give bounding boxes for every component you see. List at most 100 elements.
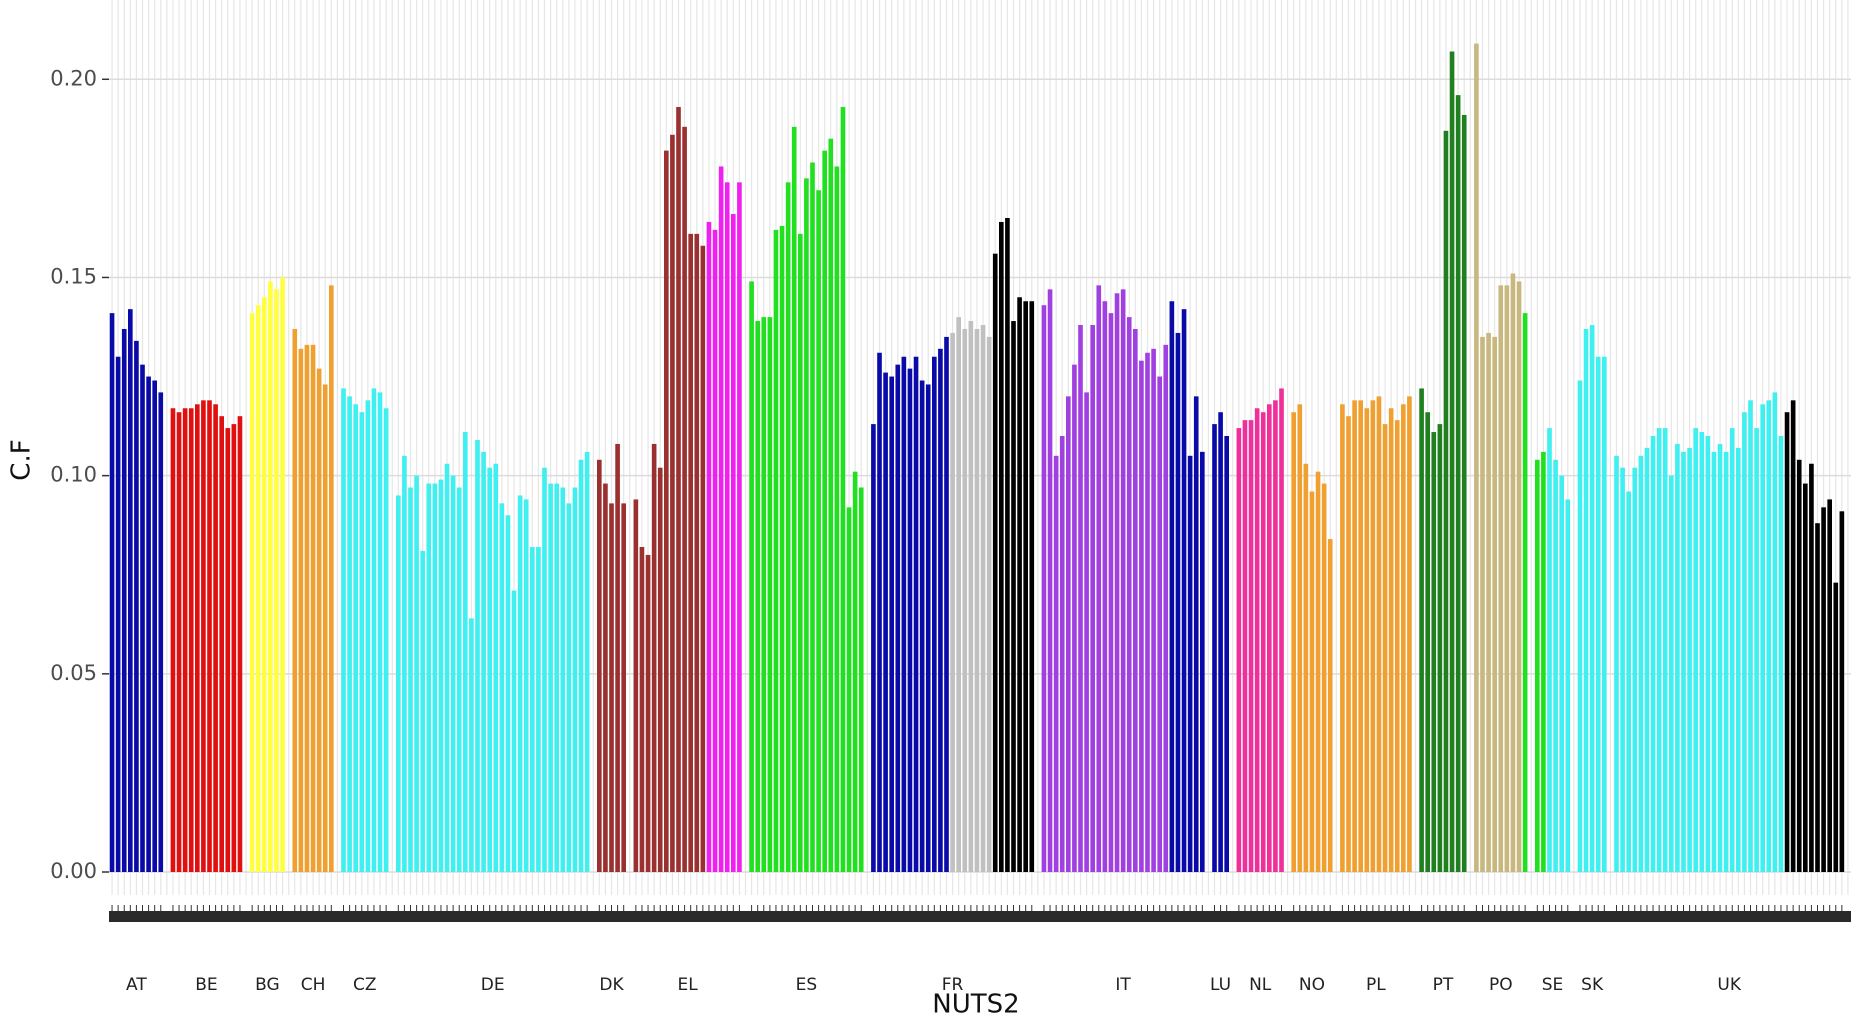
bar [444, 463, 450, 872]
bar [895, 364, 901, 872]
bar [1114, 293, 1120, 872]
bar [1687, 447, 1692, 872]
bar [475, 439, 480, 872]
bar [1090, 325, 1095, 872]
bar [785, 182, 791, 872]
bar [724, 182, 730, 872]
bar [852, 471, 858, 872]
bar [140, 364, 145, 872]
bar [1766, 400, 1772, 872]
bar [645, 554, 651, 872]
bar [572, 487, 578, 872]
bar [255, 305, 261, 872]
y-tick-label: 0.15 [50, 264, 97, 288]
bar [1096, 285, 1102, 872]
bar [1577, 380, 1583, 872]
bar [932, 356, 937, 872]
bar [664, 150, 669, 873]
bar [1139, 360, 1144, 872]
bar [341, 388, 346, 872]
bar [530, 546, 535, 872]
bar [1175, 332, 1181, 873]
bar [316, 368, 322, 872]
bar [237, 416, 243, 872]
bar [1754, 428, 1759, 872]
bar [1407, 396, 1412, 872]
bar [1102, 301, 1108, 873]
bar [383, 408, 389, 872]
bar [1193, 396, 1199, 872]
bar [1760, 404, 1765, 872]
bar [834, 166, 840, 873]
country-label: PT [1433, 975, 1454, 995]
bar [670, 134, 675, 872]
bar [1516, 281, 1522, 872]
bar [329, 285, 334, 872]
bar [292, 328, 298, 872]
bar [999, 221, 1004, 873]
bar [615, 443, 620, 872]
bar [907, 368, 913, 872]
y-tick-label: 0.00 [50, 859, 97, 883]
bar [158, 392, 164, 872]
bar [1626, 491, 1631, 872]
bar [456, 487, 462, 872]
bar [925, 384, 931, 872]
bar [1200, 451, 1205, 872]
bar [274, 289, 279, 872]
bar [1248, 420, 1254, 872]
bar [1595, 356, 1601, 872]
bar [761, 317, 767, 872]
bar [1699, 432, 1705, 872]
bar [1827, 499, 1832, 872]
bar [1242, 420, 1248, 872]
bar [1474, 43, 1479, 873]
bar [310, 344, 316, 872]
bar [1784, 412, 1790, 872]
bar [505, 515, 511, 872]
bar [1723, 451, 1729, 872]
bar [1291, 412, 1296, 872]
bar [523, 499, 529, 872]
bar [1589, 325, 1595, 872]
country-label: CH [301, 975, 326, 995]
bar [1236, 428, 1242, 872]
bar [877, 352, 882, 872]
bar [188, 408, 194, 872]
bar [1821, 507, 1826, 872]
bar [262, 297, 267, 873]
bar [1005, 218, 1010, 872]
bar [1041, 305, 1047, 872]
bar [176, 412, 182, 872]
bar [603, 483, 608, 872]
bar [420, 550, 425, 872]
bar [597, 459, 602, 872]
bar [1522, 313, 1528, 872]
bar [426, 483, 432, 872]
bar [840, 107, 846, 872]
bar [1181, 309, 1187, 872]
country-label: SE [1542, 975, 1564, 995]
bar [1346, 416, 1351, 872]
bar [1736, 447, 1741, 872]
bar [1815, 523, 1820, 872]
bar [1053, 455, 1059, 872]
bar [1833, 582, 1839, 872]
bar [1157, 376, 1162, 872]
bar [657, 467, 663, 872]
bar [566, 503, 572, 872]
bar [182, 408, 188, 872]
bar [219, 416, 224, 872]
bar [1315, 471, 1321, 872]
bar [1260, 412, 1266, 872]
bar [822, 150, 827, 873]
country-label: DE [481, 975, 505, 995]
bar [718, 166, 724, 873]
bar [901, 356, 907, 872]
y-tick-label: 0.05 [50, 661, 97, 685]
bar [493, 463, 499, 872]
bar [1376, 396, 1382, 872]
country-label: ES [796, 975, 818, 995]
bar [828, 138, 834, 872]
